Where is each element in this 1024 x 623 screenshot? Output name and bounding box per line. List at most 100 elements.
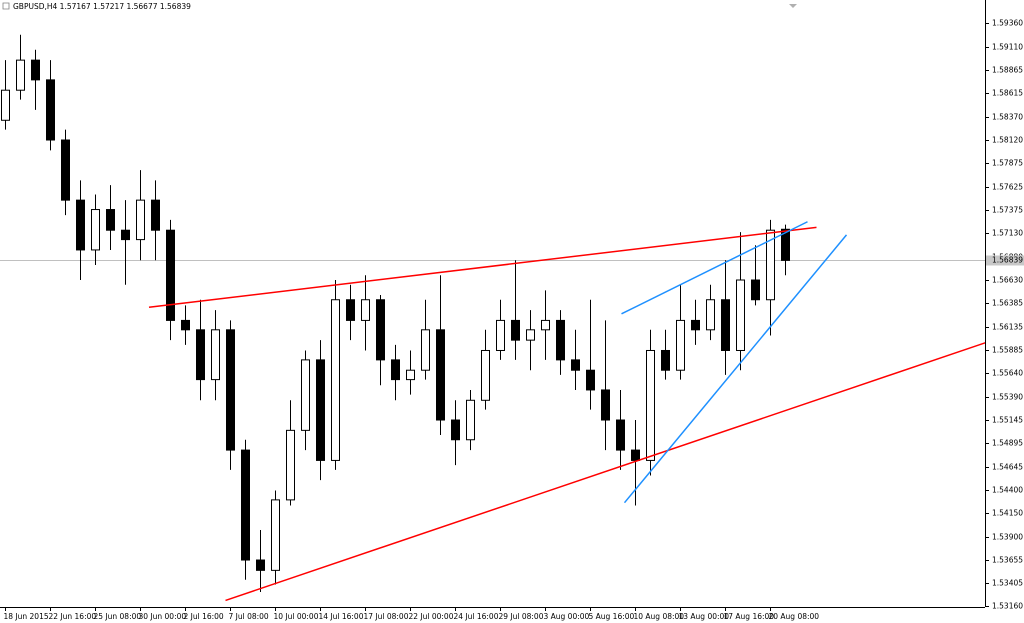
candle-body <box>466 399 475 441</box>
candle-body <box>316 359 325 461</box>
candle-body <box>571 359 580 371</box>
candle-body <box>496 319 505 351</box>
y-tick-label: 1.57130 <box>992 229 1023 238</box>
y-tick-label: 1.55145 <box>992 416 1023 425</box>
candle-body <box>691 319 700 331</box>
candle-body <box>31 59 40 81</box>
y-tick-label: 1.53655 <box>992 556 1023 565</box>
y-tick-label: 1.55640 <box>992 369 1023 378</box>
x-tick-label: 3 Aug 00:00 <box>544 612 590 621</box>
candle-body <box>661 349 670 371</box>
candle-body <box>16 59 25 91</box>
candle-body <box>391 359 400 381</box>
y-tick-label: 1.54645 <box>992 463 1023 472</box>
candle-body <box>211 329 220 381</box>
trend-line <box>148 226 817 309</box>
candle-body <box>241 449 250 561</box>
trend-line <box>621 221 808 315</box>
y-tick-label: 1.57625 <box>992 183 1023 192</box>
y-tick-label: 1.54895 <box>992 439 1023 448</box>
y-tick-label: 1.53405 <box>992 579 1023 588</box>
x-tick-label: 20 Aug 08:00 <box>769 612 820 621</box>
x-tick-label: 22 Jun 16:00 <box>49 612 97 621</box>
x-tick-label: 18 Jun 2015 <box>4 612 49 621</box>
shift-marker <box>789 4 797 8</box>
y-tick-label: 1.56630 <box>992 276 1023 285</box>
y-tick-label: 1.54400 <box>992 486 1023 495</box>
y-tick-label: 1.56385 <box>992 299 1023 308</box>
x-tick-label: 5 Aug 16:00 <box>589 612 635 621</box>
y-tick-label: 1.56135 <box>992 323 1023 332</box>
y-tick-label: 1.57875 <box>992 159 1023 168</box>
x-tick-label: 22 Jul 00:00 <box>409 612 454 621</box>
y-tick-label: 1.59360 <box>992 19 1023 28</box>
candle-body <box>61 139 70 201</box>
candle-body <box>331 299 340 461</box>
candle-body <box>646 349 655 461</box>
y-tick-label: 1.57375 <box>992 206 1023 215</box>
candle-body <box>301 359 310 431</box>
candle-body <box>346 299 355 321</box>
candle-body <box>91 209 100 251</box>
x-tick-label: 10 Aug 08:00 <box>634 612 685 621</box>
candle-body <box>136 199 145 241</box>
x-tick-label: 17 Jul 08:00 <box>364 612 409 621</box>
y-tick-label: 1.54150 <box>992 509 1023 518</box>
candle-body <box>421 329 430 371</box>
last-price-label: 1.56839 <box>992 256 1023 265</box>
candle-body <box>121 229 130 241</box>
candle-body <box>286 429 295 501</box>
candle-body <box>616 419 625 451</box>
candle-body <box>721 299 730 351</box>
candle-body <box>436 329 445 421</box>
candle-body <box>676 319 685 371</box>
x-tick-label: 24 Jul 16:00 <box>454 612 499 621</box>
x-tick-label: 30 Jun 00:00 <box>139 612 187 621</box>
y-tick-label: 1.55885 <box>992 346 1023 355</box>
candle-body <box>106 209 115 231</box>
x-tick-label: 29 Jul 08:00 <box>499 612 544 621</box>
candle-body <box>781 228 790 261</box>
trend-line <box>225 342 985 602</box>
plot-area <box>0 34 985 602</box>
candle-body <box>556 319 565 361</box>
candle-body <box>226 329 235 451</box>
candle-body <box>586 369 595 391</box>
y-tick-label: 1.58615 <box>992 89 1023 98</box>
x-tick-label: 14 Jul 16:00 <box>319 612 364 621</box>
candle-body <box>196 329 205 381</box>
candle-body <box>256 559 265 571</box>
candle-body <box>166 229 175 321</box>
y-tick-label: 1.55390 <box>992 393 1023 402</box>
x-tick-label: 7 Jul 08:00 <box>229 612 269 621</box>
candle-body <box>406 369 415 381</box>
candle-body <box>511 319 520 341</box>
x-tick-label: 2 Jul 16:00 <box>184 612 224 621</box>
x-tick-label: 25 Jun 08:00 <box>94 612 142 621</box>
candle-body <box>451 419 460 441</box>
y-tick-label: 1.53160 <box>992 602 1023 611</box>
candle-body <box>481 349 490 401</box>
symbol-icon <box>2 2 10 10</box>
candle-body <box>526 329 535 341</box>
x-tick-label: 17 Aug 16:00 <box>724 612 775 621</box>
y-tick-label: 1.58865 <box>992 66 1023 75</box>
candle-body <box>181 319 190 331</box>
candle-body <box>76 199 85 251</box>
y-tick-label: 1.58120 <box>992 136 1023 145</box>
candle-body <box>631 449 640 461</box>
candle-body <box>271 499 280 571</box>
x-tick-label: 13 Aug 00:00 <box>679 612 730 621</box>
chart-title: GBPUSD,H4 1.57167 1.57217 1.56677 1.5683… <box>13 2 191 11</box>
candle-body <box>541 319 550 331</box>
candle-body <box>46 79 55 141</box>
candle-body <box>706 299 715 331</box>
y-tick-label: 1.53900 <box>992 533 1023 542</box>
candle-body <box>1 89 10 121</box>
y-tick-label: 1.59110 <box>992 43 1023 52</box>
candle-body <box>361 299 370 321</box>
candle-body <box>751 279 760 301</box>
candle-body <box>601 389 610 421</box>
